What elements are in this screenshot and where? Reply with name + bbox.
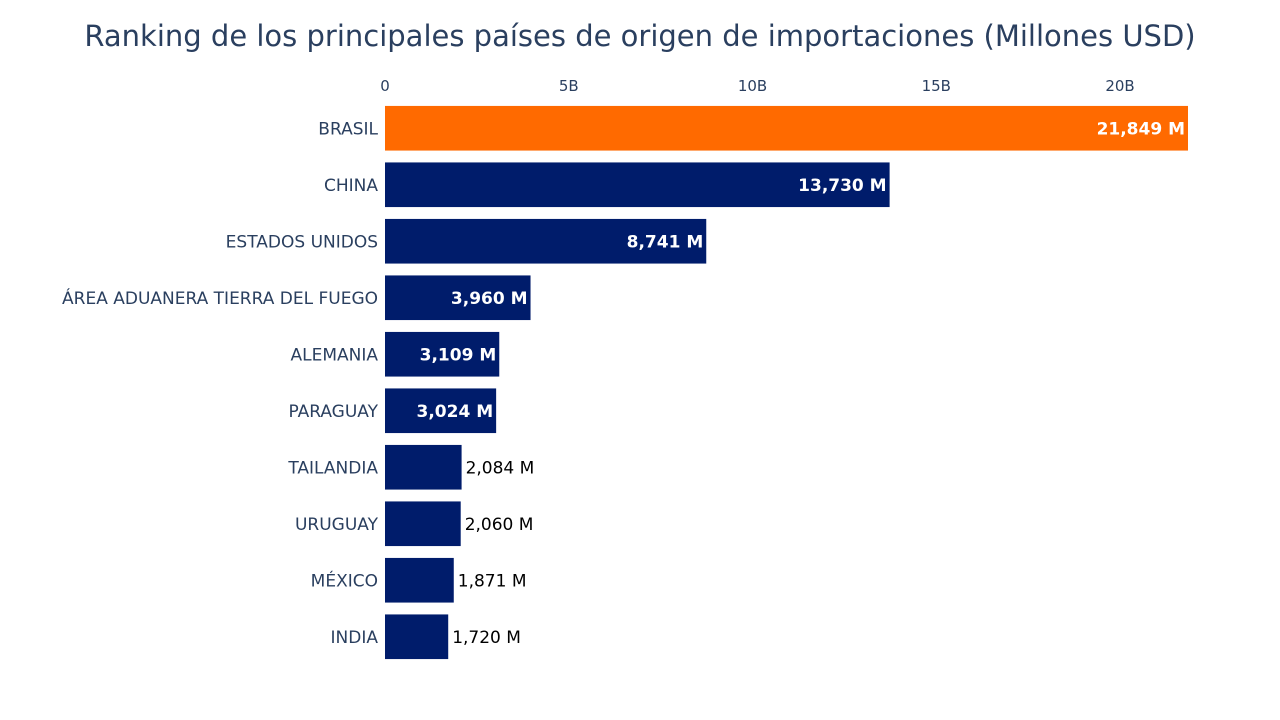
x-tick-label: 5B [559, 77, 579, 95]
category-label: MÉXICO [311, 569, 378, 591]
bar [385, 388, 497, 434]
bar [385, 614, 449, 660]
bar [385, 218, 707, 264]
data-label: 21,849 M [1097, 119, 1185, 139]
data-label: 3,024 M [417, 402, 494, 422]
x-tick-label: 10B [738, 77, 767, 95]
category-label: PARAGUAY [288, 402, 378, 422]
bar [385, 444, 462, 490]
data-label: 3,960 M [451, 289, 528, 309]
category-label: ALEMANIA [291, 345, 379, 365]
category-label: TAILANDIA [287, 458, 378, 478]
category-label: BRASIL [318, 119, 378, 139]
bar [385, 331, 500, 377]
category-label: INDIA [331, 628, 379, 648]
data-label: 1,720 M [452, 628, 521, 648]
data-label: 2,084 M [466, 458, 535, 478]
chart-title: Ranking de los principales países de ori… [84, 19, 1196, 53]
bar [385, 501, 461, 547]
x-tick-label: 0 [380, 77, 390, 95]
x-tick-label: 15B [922, 77, 951, 95]
x-tick-label: 20B [1105, 77, 1134, 95]
bar [385, 275, 531, 321]
data-label: 3,109 M [420, 345, 497, 365]
bar [385, 162, 890, 208]
data-label: 8,741 M [627, 232, 704, 252]
category-label: CHINA [324, 176, 378, 196]
data-label: 13,730 M [798, 176, 886, 196]
bar [385, 557, 454, 603]
category-label: ESTADOS UNIDOS [226, 232, 378, 252]
bar [385, 105, 1188, 151]
data-label: 1,871 M [458, 571, 527, 591]
category-label: URUGUAY [295, 515, 379, 535]
data-label: 2,060 M [465, 515, 534, 535]
category-label: ÁREA ADUANERA TIERRA DEL FUEGO [62, 287, 378, 309]
